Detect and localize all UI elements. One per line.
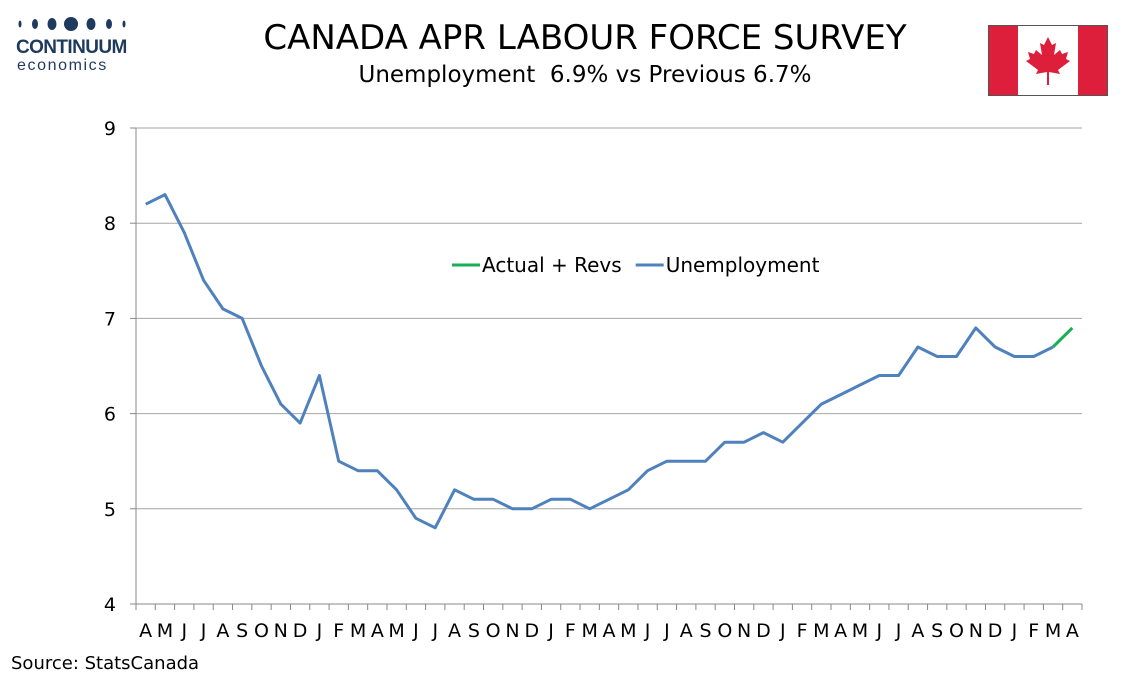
x-tick-label: J xyxy=(663,620,670,642)
x-tick-label: A xyxy=(139,620,152,642)
x-tick-label: J xyxy=(547,620,554,642)
source-note: Source: StatsCanada xyxy=(11,653,200,674)
y-tick-label: 5 xyxy=(104,499,116,521)
x-tick-label: D xyxy=(524,620,539,642)
x-tick-label: D xyxy=(293,620,308,642)
x-tick-label: D xyxy=(756,620,771,642)
x-tick-label: A xyxy=(371,620,384,642)
x-tick-label: M xyxy=(852,620,868,642)
x-tick-label: F xyxy=(797,620,808,642)
x-tick-label: F xyxy=(565,620,576,642)
x-tick-label: O xyxy=(254,620,269,642)
x-tick-label: M xyxy=(350,620,366,642)
legend-label: Actual + Revs xyxy=(482,253,622,277)
x-tick-label: J xyxy=(875,620,882,642)
legend-label: Unemployment xyxy=(666,253,820,277)
x-tick-label: O xyxy=(949,620,964,642)
x-tick-label: J xyxy=(779,620,786,642)
x-tick-label: J xyxy=(412,620,419,642)
logo-dots-icon xyxy=(18,17,126,31)
x-tick-label: A xyxy=(834,620,847,642)
x-tick-label: S xyxy=(699,620,711,642)
logo-subword: economics xyxy=(17,57,108,74)
x-tick-label: M xyxy=(813,620,829,642)
x-tick-label: M xyxy=(620,620,636,642)
x-tick-label: J xyxy=(316,620,323,642)
chart-legend: Actual + Revs Unemployment xyxy=(452,253,820,277)
y-tick-label: 6 xyxy=(104,404,116,426)
x-tick-label: A xyxy=(680,620,693,642)
x-tick-label: S xyxy=(236,620,248,642)
x-tick-label: J xyxy=(180,620,187,642)
chart-subtitle: Unemployment 6.9% vs Previous 6.7% xyxy=(358,62,812,88)
x-tick-label: A xyxy=(448,620,461,642)
chart-series xyxy=(145,193,1074,530)
x-tick-label: F xyxy=(1028,620,1039,642)
canada-flag-icon xyxy=(988,25,1108,96)
x-tick-label: O xyxy=(486,620,501,642)
y-axis-ticks: 4 5 6 7 8 9 xyxy=(104,118,136,616)
x-tick-label: J xyxy=(895,620,902,642)
y-tick-label: 7 xyxy=(104,308,116,330)
chart-axes xyxy=(135,128,1082,605)
x-tick-label: A xyxy=(216,620,229,642)
x-tick-label: J xyxy=(644,620,651,642)
x-tick-label: J xyxy=(200,620,207,642)
x-tick-label: M xyxy=(157,620,173,642)
x-tick-label: N xyxy=(737,620,751,642)
x-tick-label: D xyxy=(988,620,1003,642)
y-tick-label: 8 xyxy=(104,213,116,235)
y-tick-label: 9 xyxy=(104,118,116,140)
x-tick-label: A xyxy=(1066,620,1079,642)
continuum-logo: CONTINUUM economics xyxy=(14,14,134,74)
series-line-actual-revs xyxy=(1051,326,1074,349)
x-tick-label: O xyxy=(717,620,732,642)
x-tick-label: M xyxy=(388,620,404,642)
y-tick-label: 4 xyxy=(104,594,116,616)
chart-title: CANADA APR LABOUR FORCE SURVEY xyxy=(263,18,907,58)
x-tick-label: N xyxy=(274,620,288,642)
x-tick-label: S xyxy=(468,620,480,642)
x-tick-label: N xyxy=(969,620,983,642)
x-tick-label: M xyxy=(1045,620,1061,642)
chart-grid xyxy=(136,127,1082,510)
x-tick-label: M xyxy=(581,620,597,642)
x-tick-label: N xyxy=(505,620,519,642)
x-tick-label: J xyxy=(431,620,438,642)
x-tick-label: F xyxy=(333,620,344,642)
x-tick-label: J xyxy=(1011,620,1018,642)
x-tick-label: A xyxy=(911,620,924,642)
x-tick-label: A xyxy=(603,620,616,642)
logo-word: CONTINUUM xyxy=(16,37,127,58)
series-line-unemployment xyxy=(145,193,1054,530)
x-tick-label: S xyxy=(931,620,943,642)
